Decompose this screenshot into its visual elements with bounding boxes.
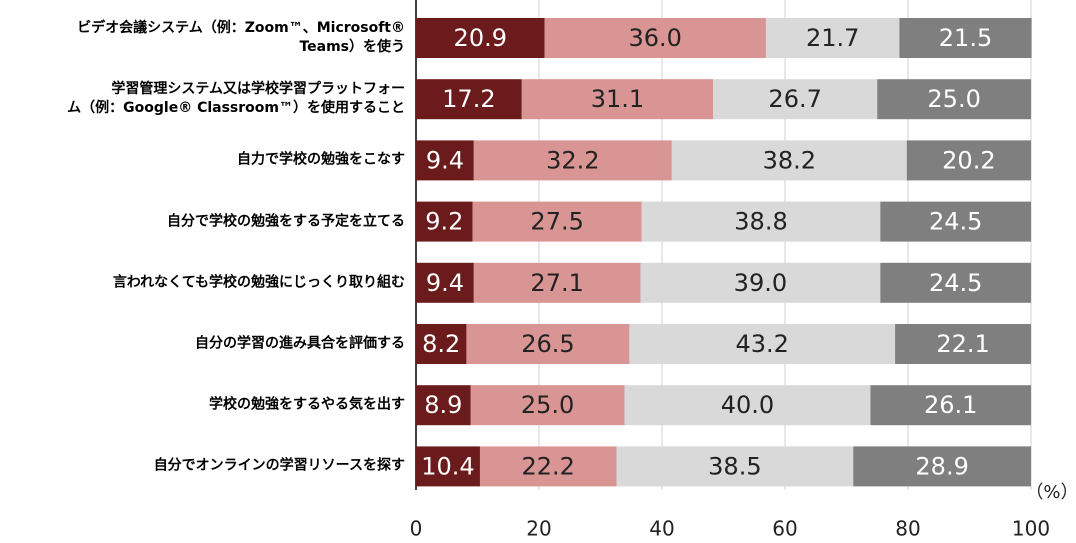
bar-segment <box>470 385 625 426</box>
bar-segment <box>472 201 642 242</box>
data-label: 39.0 <box>734 269 787 297</box>
bar-segment <box>416 140 474 181</box>
bar-segment <box>473 262 641 303</box>
category-label: 自分の学習の進み具合を評価する <box>195 335 405 352</box>
category-label: 学習管理システム又は学校学習プラットフォー ム（例：Google® Classr… <box>67 81 405 117</box>
data-label: 21.5 <box>939 24 992 52</box>
bar-segment <box>671 140 907 181</box>
bar-segment <box>629 324 896 364</box>
bar-segment <box>895 324 1031 364</box>
bar-segment <box>416 18 545 58</box>
bar-segment <box>877 79 1031 120</box>
data-label: 27.5 <box>530 208 583 236</box>
bar-segment <box>880 201 1031 242</box>
category-label: 自力で学校の勉強をこなす <box>237 151 405 168</box>
category-label: 自分でオンラインの学習リソースを探す <box>153 457 405 474</box>
x-tick-label: 20 <box>526 517 551 541</box>
x-tick-label: 0 <box>410 517 423 541</box>
data-label: 8.9 <box>424 391 462 419</box>
category-label: ビデオ会議システム（例：Zoom™、Microsoft® Teams）を使う <box>77 20 405 55</box>
bar-segment <box>624 385 871 426</box>
data-label: 17.2 <box>442 85 495 113</box>
data-label: 9.4 <box>426 146 464 174</box>
bar-segment <box>544 18 766 58</box>
bar-segment <box>899 18 1032 58</box>
data-label: 20.2 <box>942 146 995 174</box>
x-axis-label: （%） <box>1025 482 1076 503</box>
bar-segment <box>466 324 630 364</box>
data-label: 25.0 <box>521 391 574 419</box>
bar-segment <box>416 201 473 242</box>
data-label: 24.5 <box>929 208 982 236</box>
bar-segment <box>616 446 854 487</box>
bar-segment <box>641 201 881 242</box>
data-label: 31.1 <box>591 85 644 113</box>
bar-segment <box>521 79 714 120</box>
bar-segment <box>713 79 878 120</box>
x-tick-label: 60 <box>772 517 797 541</box>
bar-segment <box>416 446 480 487</box>
data-label: 21.7 <box>806 24 859 52</box>
data-label: 22.1 <box>936 330 989 358</box>
x-tick-label: 80 <box>895 517 920 541</box>
data-label: 26.7 <box>768 85 821 113</box>
data-label: 24.5 <box>929 269 982 297</box>
bar-segment <box>765 18 900 58</box>
data-label: 8.2 <box>422 330 460 358</box>
x-tick-label: 40 <box>649 517 674 541</box>
data-label: 9.2 <box>425 208 463 236</box>
data-label: 9.4 <box>426 269 464 297</box>
data-label: 20.9 <box>454 24 507 52</box>
data-label: 26.5 <box>521 330 574 358</box>
data-label: 10.4 <box>421 452 474 480</box>
data-label: 43.2 <box>736 330 789 358</box>
data-label: 25.0 <box>927 85 980 113</box>
x-tick-label: 100 <box>1012 517 1050 541</box>
bar-segment <box>870 385 1031 426</box>
data-label: 28.9 <box>915 452 968 480</box>
bar-segment <box>473 140 672 181</box>
category-label: 言われなくても学校の勉強にじっくり取り組む <box>112 274 405 291</box>
bar-segment <box>479 446 617 487</box>
bar-segment <box>416 262 474 303</box>
data-label: 40.0 <box>721 391 774 419</box>
bar-segment <box>640 262 881 303</box>
category-label: 学校の勉強をするやる気を出す <box>209 396 405 413</box>
data-label: 36.0 <box>629 24 682 52</box>
data-label: 26.1 <box>924 391 977 419</box>
data-label: 38.5 <box>708 452 761 480</box>
data-label: 38.2 <box>763 146 816 174</box>
bar-segment <box>906 140 1031 181</box>
data-label: 38.8 <box>734 208 787 236</box>
bar-segment <box>416 385 471 426</box>
data-label: 27.1 <box>530 269 583 297</box>
bar-segment <box>853 446 1031 487</box>
category-label: 自分で学校の勉強をする予定を立てる <box>167 213 405 230</box>
bar-segment <box>880 262 1031 303</box>
bar-segment <box>416 79 522 120</box>
data-label: 32.2 <box>546 146 599 174</box>
data-label: 22.2 <box>522 452 575 480</box>
bar-segment <box>416 324 467 364</box>
